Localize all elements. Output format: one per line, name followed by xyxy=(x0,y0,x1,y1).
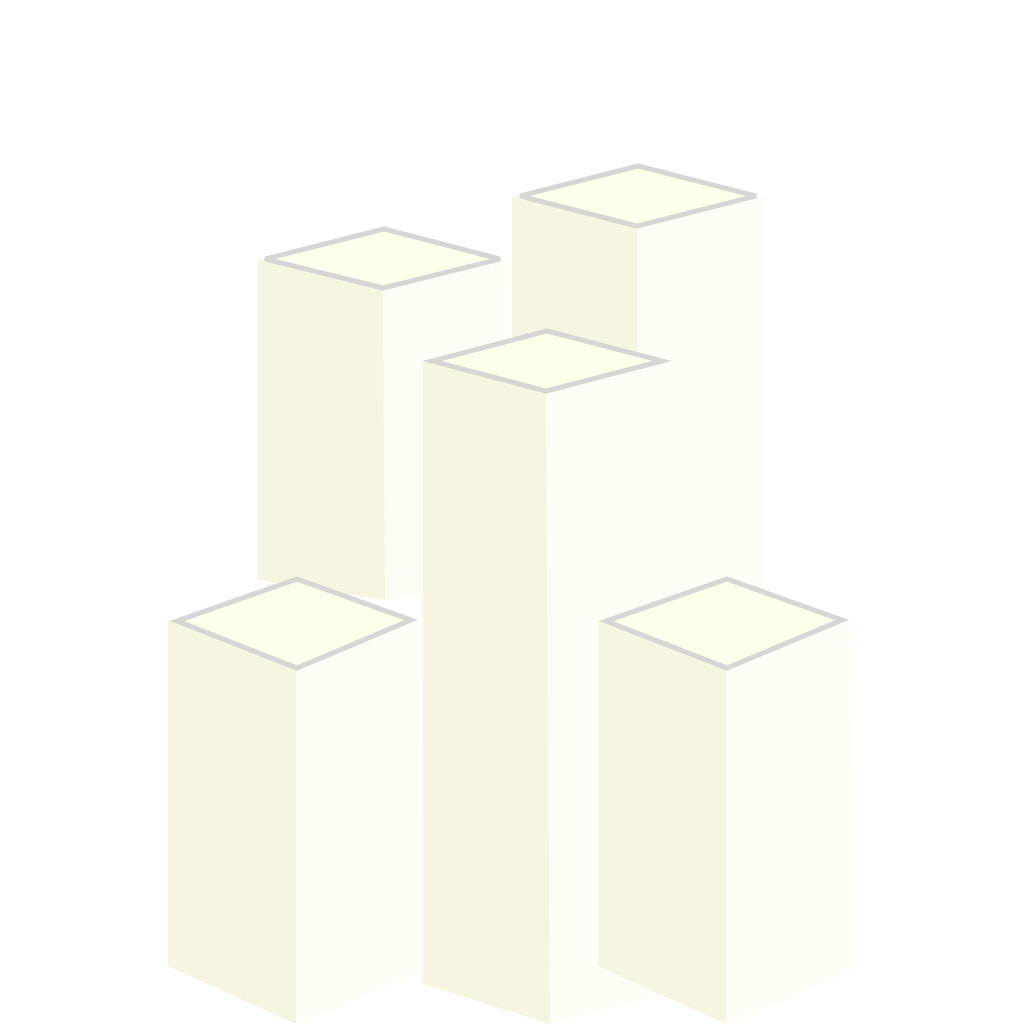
pillar-center xyxy=(422,328,672,1024)
pillar-front-left-right-face xyxy=(296,620,420,1024)
pillar-front-right-right-face xyxy=(726,620,852,1024)
pillar-center-top xyxy=(422,328,672,394)
pillar-front-left xyxy=(168,576,420,1024)
pillar-front-right-left-face xyxy=(598,620,726,1024)
pillar-front-right xyxy=(598,576,852,1024)
pillar-front-left-left-face xyxy=(168,620,296,1024)
pillar-back-left-top xyxy=(264,226,501,291)
pillar-back-right-right-face xyxy=(637,196,765,600)
pillar-back-right-top xyxy=(519,163,757,229)
pillar-front-right-top xyxy=(598,576,849,671)
pillar-center-left-face xyxy=(423,361,550,1024)
pillar-back-left-left-face xyxy=(258,258,385,600)
pillar-front-left-top xyxy=(169,576,418,671)
